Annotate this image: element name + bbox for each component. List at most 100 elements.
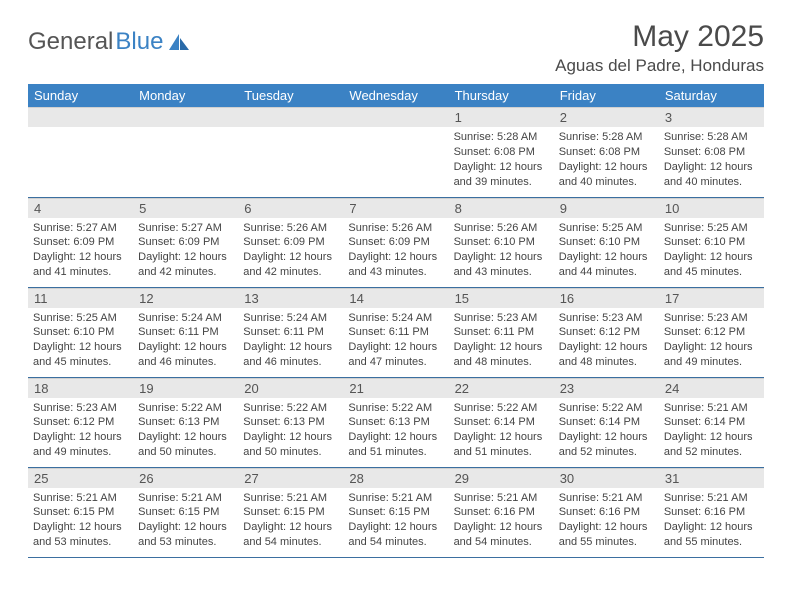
day-cell: 19Sunrise: 5:22 AMSunset: 6:13 PMDayligh… [133,377,238,467]
day-details: Sunrise: 5:27 AMSunset: 6:09 PMDaylight:… [28,218,133,285]
day-details: Sunrise: 5:23 AMSunset: 6:11 PMDaylight:… [449,308,554,375]
day-cell: 20Sunrise: 5:22 AMSunset: 6:13 PMDayligh… [238,377,343,467]
day-details: Sunrise: 5:26 AMSunset: 6:09 PMDaylight:… [238,218,343,285]
day-number: 25 [28,468,133,488]
day-cell: 23Sunrise: 5:22 AMSunset: 6:14 PMDayligh… [554,377,659,467]
month-title: May 2025 [555,20,764,54]
daynum-blank [238,107,343,127]
col-monday: Monday [133,84,238,107]
day-cell: 30Sunrise: 5:21 AMSunset: 6:16 PMDayligh… [554,467,659,557]
day-header-row: Sunday Monday Tuesday Wednesday Thursday… [28,84,764,107]
day-cell: 16Sunrise: 5:23 AMSunset: 6:12 PMDayligh… [554,287,659,377]
day-details: Sunrise: 5:26 AMSunset: 6:09 PMDaylight:… [343,218,448,285]
calendar-body: 1Sunrise: 5:28 AMSunset: 6:08 PMDaylight… [28,107,764,557]
daynum-blank [343,107,448,127]
day-details: Sunrise: 5:22 AMSunset: 6:14 PMDaylight:… [449,398,554,465]
day-number: 16 [554,288,659,308]
day-cell: 8Sunrise: 5:26 AMSunset: 6:10 PMDaylight… [449,197,554,287]
day-number: 2 [554,107,659,127]
day-number: 7 [343,198,448,218]
day-cell: 3Sunrise: 5:28 AMSunset: 6:08 PMDaylight… [659,107,764,197]
day-cell: 22Sunrise: 5:22 AMSunset: 6:14 PMDayligh… [449,377,554,467]
day-cell: 4Sunrise: 5:27 AMSunset: 6:09 PMDaylight… [28,197,133,287]
week-row: 25Sunrise: 5:21 AMSunset: 6:15 PMDayligh… [28,467,764,557]
col-tuesday: Tuesday [238,84,343,107]
day-details: Sunrise: 5:23 AMSunset: 6:12 PMDaylight:… [554,308,659,375]
day-number: 21 [343,378,448,398]
day-details: Sunrise: 5:23 AMSunset: 6:12 PMDaylight:… [28,398,133,465]
day-details: Sunrise: 5:21 AMSunset: 6:16 PMDaylight:… [554,488,659,555]
daynum-blank [133,107,238,127]
day-cell: 21Sunrise: 5:22 AMSunset: 6:13 PMDayligh… [343,377,448,467]
logo-text-blue: Blue [115,28,163,56]
day-cell: 26Sunrise: 5:21 AMSunset: 6:15 PMDayligh… [133,467,238,557]
week-row: 18Sunrise: 5:23 AMSunset: 6:12 PMDayligh… [28,377,764,467]
day-number: 6 [238,198,343,218]
logo-text-gray: General [28,28,113,56]
day-cell: 11Sunrise: 5:25 AMSunset: 6:10 PMDayligh… [28,287,133,377]
day-number: 22 [449,378,554,398]
day-details: Sunrise: 5:28 AMSunset: 6:08 PMDaylight:… [554,127,659,194]
day-number: 5 [133,198,238,218]
day-number: 19 [133,378,238,398]
day-details: Sunrise: 5:21 AMSunset: 6:15 PMDaylight:… [28,488,133,555]
day-cell: 24Sunrise: 5:21 AMSunset: 6:14 PMDayligh… [659,377,764,467]
day-details: Sunrise: 5:28 AMSunset: 6:08 PMDaylight:… [659,127,764,194]
week-row: 1Sunrise: 5:28 AMSunset: 6:08 PMDaylight… [28,107,764,197]
day-number: 15 [449,288,554,308]
day-cell: 27Sunrise: 5:21 AMSunset: 6:15 PMDayligh… [238,467,343,557]
col-sunday: Sunday [28,84,133,107]
day-number: 23 [554,378,659,398]
day-number: 27 [238,468,343,488]
day-number: 31 [659,468,764,488]
day-cell: 5Sunrise: 5:27 AMSunset: 6:09 PMDaylight… [133,197,238,287]
sail-icon [167,32,191,52]
day-cell: 31Sunrise: 5:21 AMSunset: 6:16 PMDayligh… [659,467,764,557]
day-details: Sunrise: 5:21 AMSunset: 6:15 PMDaylight:… [343,488,448,555]
day-cell: 9Sunrise: 5:25 AMSunset: 6:10 PMDaylight… [554,197,659,287]
day-number: 20 [238,378,343,398]
day-number: 24 [659,378,764,398]
daynum-blank [28,107,133,127]
day-cell [343,107,448,197]
day-details: Sunrise: 5:21 AMSunset: 6:16 PMDaylight:… [659,488,764,555]
day-number: 1 [449,107,554,127]
week-row: 4Sunrise: 5:27 AMSunset: 6:09 PMDaylight… [28,197,764,287]
day-number: 3 [659,107,764,127]
col-wednesday: Wednesday [343,84,448,107]
day-cell: 28Sunrise: 5:21 AMSunset: 6:15 PMDayligh… [343,467,448,557]
page-header: GeneralBlue May 2025 Aguas del Padre, Ho… [28,20,764,76]
day-cell: 1Sunrise: 5:28 AMSunset: 6:08 PMDaylight… [449,107,554,197]
day-number: 17 [659,288,764,308]
title-block: May 2025 Aguas del Padre, Honduras [555,20,764,76]
day-details: Sunrise: 5:22 AMSunset: 6:13 PMDaylight:… [343,398,448,465]
day-number: 12 [133,288,238,308]
day-cell: 12Sunrise: 5:24 AMSunset: 6:11 PMDayligh… [133,287,238,377]
day-cell: 6Sunrise: 5:26 AMSunset: 6:09 PMDaylight… [238,197,343,287]
day-number: 10 [659,198,764,218]
col-saturday: Saturday [659,84,764,107]
day-details: Sunrise: 5:26 AMSunset: 6:10 PMDaylight:… [449,218,554,285]
day-cell: 2Sunrise: 5:28 AMSunset: 6:08 PMDaylight… [554,107,659,197]
day-cell [133,107,238,197]
day-details: Sunrise: 5:25 AMSunset: 6:10 PMDaylight:… [659,218,764,285]
day-cell: 25Sunrise: 5:21 AMSunset: 6:15 PMDayligh… [28,467,133,557]
logo: GeneralBlue [28,28,191,56]
day-details: Sunrise: 5:22 AMSunset: 6:13 PMDaylight:… [133,398,238,465]
calendar-table: Sunday Monday Tuesday Wednesday Thursday… [28,84,764,558]
day-details: Sunrise: 5:28 AMSunset: 6:08 PMDaylight:… [449,127,554,194]
day-details: Sunrise: 5:24 AMSunset: 6:11 PMDaylight:… [343,308,448,375]
day-number: 8 [449,198,554,218]
day-cell: 14Sunrise: 5:24 AMSunset: 6:11 PMDayligh… [343,287,448,377]
day-cell: 13Sunrise: 5:24 AMSunset: 6:11 PMDayligh… [238,287,343,377]
col-thursday: Thursday [449,84,554,107]
day-details: Sunrise: 5:25 AMSunset: 6:10 PMDaylight:… [28,308,133,375]
col-friday: Friday [554,84,659,107]
day-number: 11 [28,288,133,308]
day-cell: 15Sunrise: 5:23 AMSunset: 6:11 PMDayligh… [449,287,554,377]
day-details: Sunrise: 5:21 AMSunset: 6:16 PMDaylight:… [449,488,554,555]
day-number: 4 [28,198,133,218]
location-label: Aguas del Padre, Honduras [555,56,764,76]
day-details: Sunrise: 5:22 AMSunset: 6:13 PMDaylight:… [238,398,343,465]
day-cell: 17Sunrise: 5:23 AMSunset: 6:12 PMDayligh… [659,287,764,377]
